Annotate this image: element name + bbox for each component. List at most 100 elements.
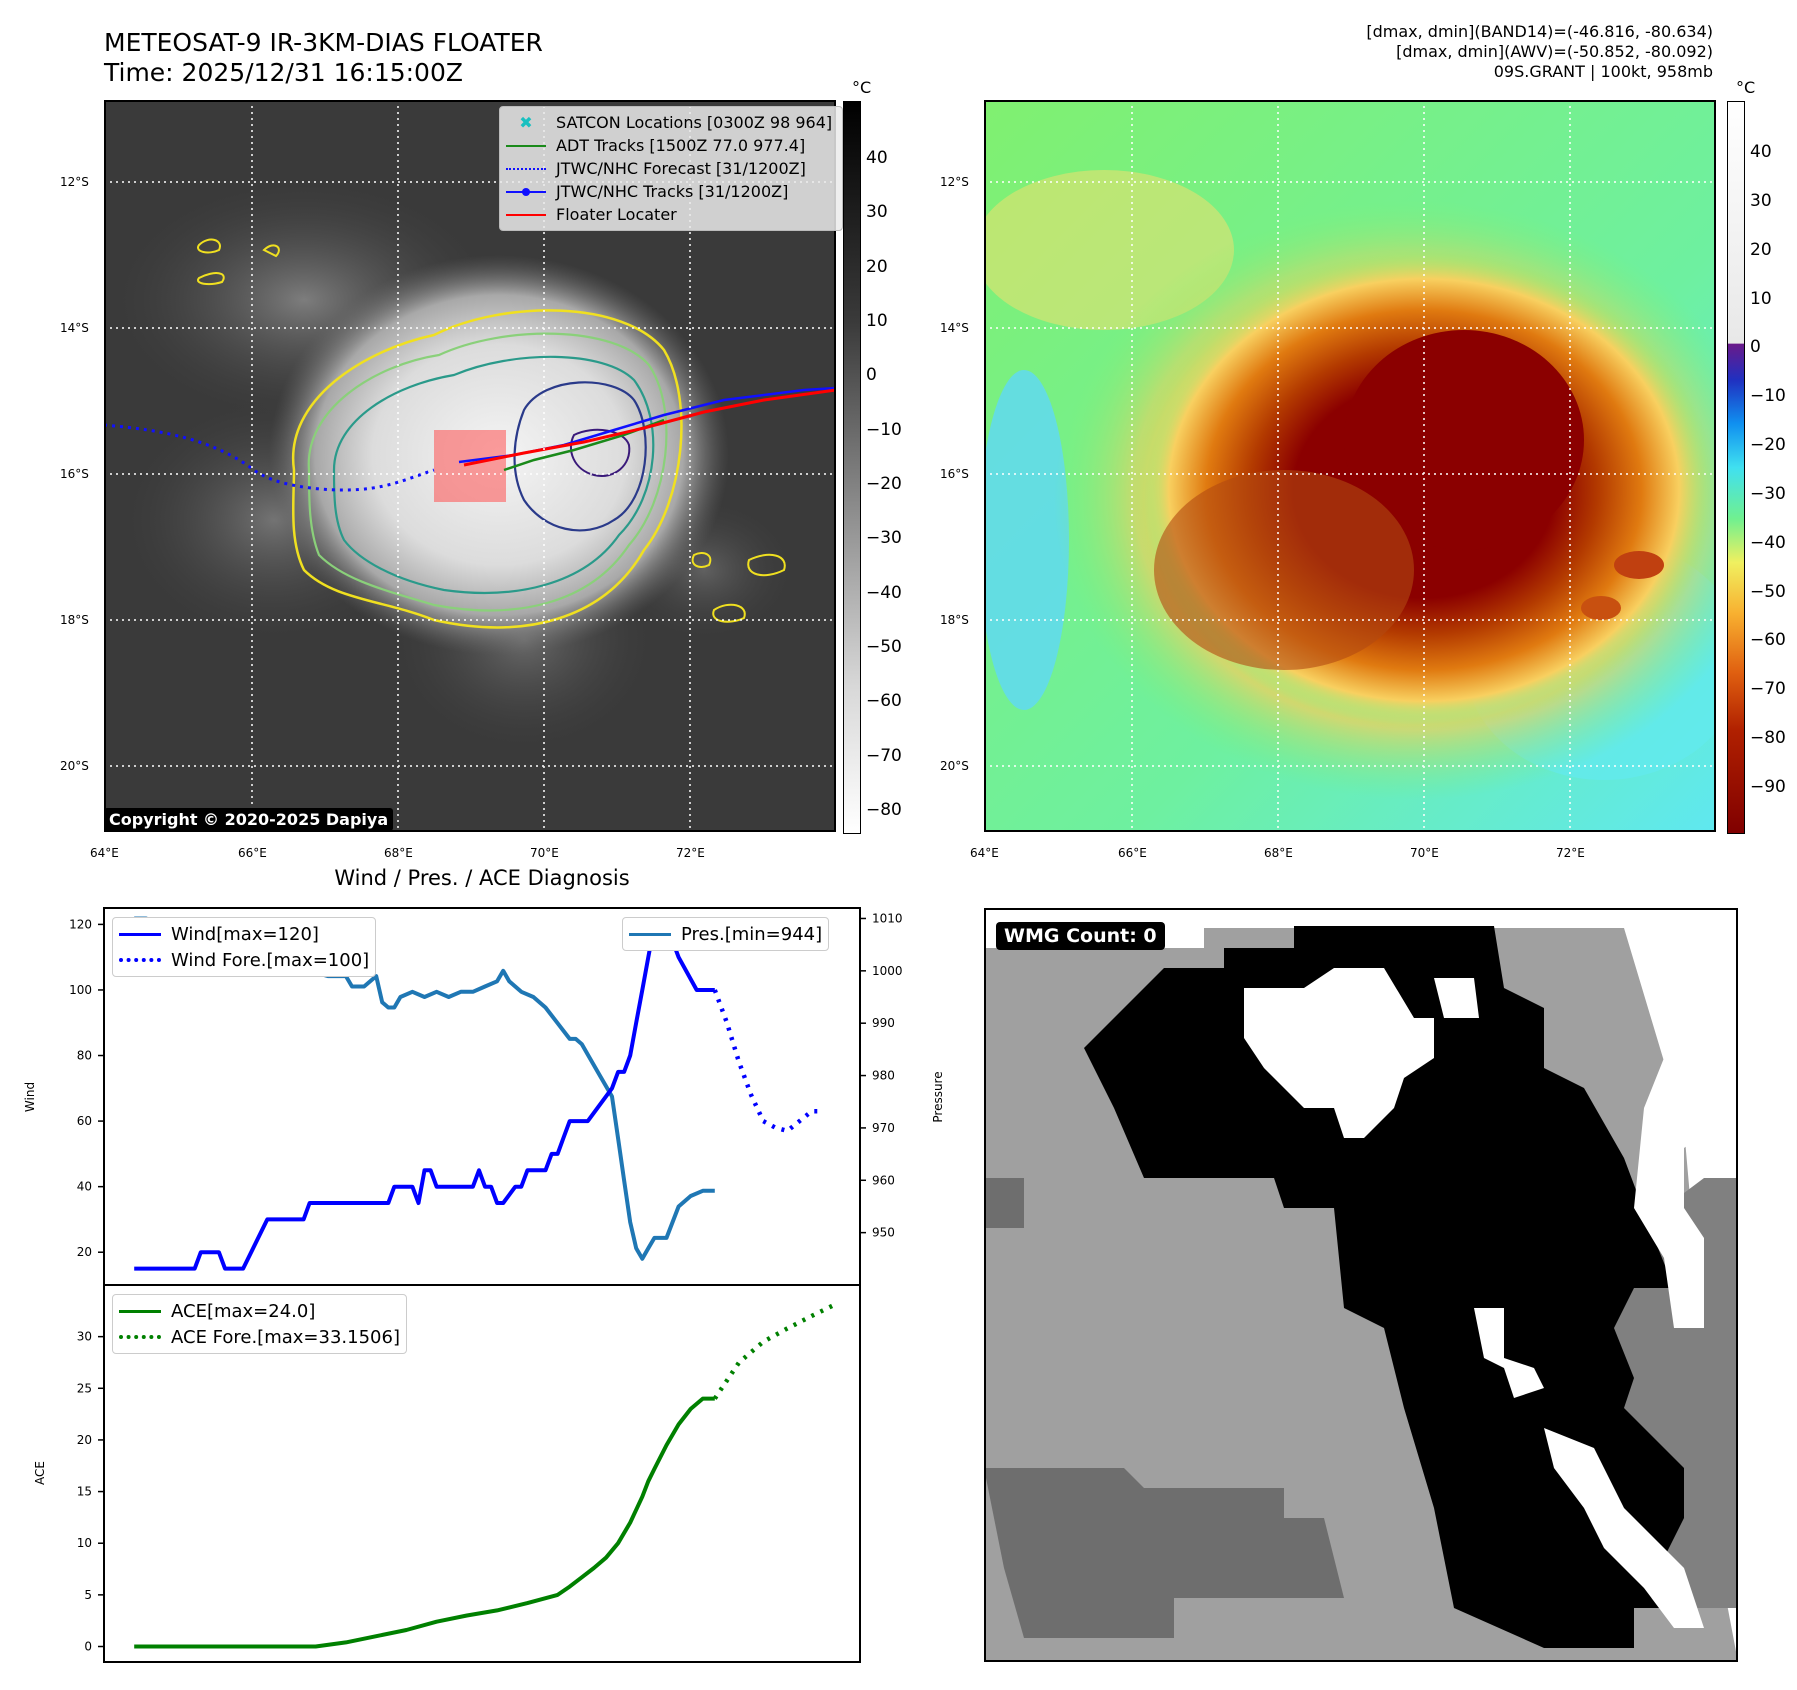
legend-ace: ACE[max=24.0] — [119, 1298, 400, 1324]
ir-image-panel: ✖ SATCON Locations [0300Z 98 964] ADT Tr… — [103, 100, 843, 832]
adt-line-icon — [506, 141, 546, 151]
ace-solid-line-icon — [119, 1309, 161, 1313]
lat-label: 16°S — [60, 467, 89, 481]
color-colorbar-tick: 0 — [1750, 337, 1761, 358]
wmg-image — [984, 908, 1738, 1662]
wind-ytick-label: 60 — [77, 1114, 92, 1128]
color-colorbar-tick: 40 — [1750, 142, 1772, 162]
pressure-ytick-label: 1010 — [872, 911, 903, 925]
lon-label: 64°E — [90, 846, 119, 860]
color-colorbar-tick: 30 — [1750, 190, 1772, 211]
lon-label: 66°E — [1118, 846, 1147, 860]
ir-legend: ✖ SATCON Locations [0300Z 98 964] ADT Tr… — [499, 106, 843, 231]
ir-colorbar — [843, 101, 861, 834]
ace-ylabel: ACE — [33, 1461, 47, 1485]
lon-label: 68°E — [1264, 846, 1293, 860]
pressure-ytick-label: 960 — [872, 1173, 895, 1187]
wind-dotted-line-icon — [119, 958, 161, 962]
ir-colorbar-tick: 20 — [866, 256, 888, 277]
figure-timestamp: Time: 2025/12/31 16:15:00Z — [104, 58, 463, 87]
ir-colorbar-tick: −60 — [866, 691, 902, 712]
color-map-gridlines — [984, 100, 1716, 832]
lon-label: 70°E — [1410, 846, 1439, 860]
ace-ytick-label: 0 — [84, 1640, 92, 1654]
wind-ytick-label: 20 — [77, 1245, 92, 1259]
pressure-ylabel: Pressure — [931, 1071, 945, 1122]
ir-colorbar-tick: −10 — [866, 419, 902, 440]
wind-ytick-label: 100 — [69, 983, 92, 997]
pressure-ytick-label: 1000 — [872, 964, 903, 978]
lat-label: 16°S — [940, 467, 969, 481]
color-colorbar-tick: −30 — [1750, 483, 1786, 504]
ir-colorbar-tick: −80 — [866, 800, 902, 820]
floater-track — [463, 388, 837, 467]
wmg-count-badge: WMG Count: 0 — [996, 922, 1165, 950]
ir-colorbar-tick: −30 — [866, 528, 902, 549]
lon-label: 64°E — [970, 846, 999, 860]
wind-ylabel: Wind — [23, 1082, 37, 1112]
wind-line — [134, 922, 715, 1271]
wind-ytick-label: 120 — [69, 917, 92, 931]
wind-solid-line-icon — [119, 932, 161, 936]
ace-legend: ACE[max=24.0] ACE Fore.[max=33.1506] — [112, 1294, 407, 1354]
ir-colorbar-unit: °C — [852, 78, 872, 97]
wmg-panel — [984, 908, 1738, 1662]
legend-ace-forecast: ACE Fore.[max=33.1506] — [119, 1324, 400, 1350]
lat-label: 20°S — [60, 759, 89, 773]
ir-colorbar-tick: 40 — [866, 148, 888, 168]
ace-dotted-line-icon — [119, 1335, 161, 1339]
lon-label: 66°E — [238, 846, 267, 860]
lat-label: 14°S — [940, 321, 969, 335]
lat-label: 18°S — [60, 613, 89, 627]
ir-colorbar-tick: 10 — [866, 311, 888, 331]
ir-colorbar-tick: 30 — [866, 202, 888, 223]
lat-label: 12°S — [60, 175, 89, 189]
lat-label: 12°S — [940, 175, 969, 189]
color-colorbar-tick: −80 — [1750, 728, 1786, 749]
band14-info: [dmax, dmin](BAND14)=(-46.816, -80.634) — [1366, 22, 1713, 41]
color-colorbar-tick: −50 — [1750, 581, 1786, 602]
ir-colorbar-tick: −70 — [866, 745, 902, 766]
ir-colorbar-tick: −20 — [866, 474, 902, 494]
pressure-ytick-label: 990 — [872, 1016, 895, 1030]
ace-axes — [103, 1284, 861, 1663]
color-colorbar-tick: −40 — [1750, 532, 1786, 553]
wind-forecast-line — [712, 989, 824, 1134]
color-colorbar-tick: −90 — [1750, 777, 1786, 797]
color-colorbar-tick: −20 — [1750, 435, 1786, 456]
forecast-dotted-icon — [506, 164, 546, 174]
legend-item-floater: Floater Locater — [506, 203, 836, 226]
ir-colorbar-tick: −40 — [866, 582, 902, 603]
track-line-dot-icon — [506, 187, 546, 197]
ir-colorbar-tick: 0 — [866, 365, 877, 386]
lon-label: 70°E — [530, 846, 559, 860]
ace-ytick-label: 10 — [77, 1536, 92, 1550]
lon-label: 72°E — [676, 846, 705, 860]
figure-title: METEOSAT-9 IR-3KM-DIAS FLOATER — [104, 28, 543, 57]
lon-label: 68°E — [384, 846, 413, 860]
jtwc-forecast-track — [103, 423, 435, 492]
legend-item-forecast: JTWC/NHC Forecast [31/1200Z] — [506, 157, 836, 180]
color-colorbar — [1727, 101, 1745, 834]
ace-ytick-label: 30 — [77, 1330, 92, 1344]
storm-info: 09S.GRANT | 100kt, 958mb — [1493, 62, 1713, 81]
legend-wind-forecast: Wind Fore.[max=100] — [119, 947, 369, 973]
color-ir-panel — [974, 100, 1774, 832]
legend-item-tracks: JTWC/NHC Tracks [31/1200Z] — [506, 180, 836, 203]
pressure-legend: Pres.[min=944] — [622, 917, 830, 951]
floater-locater-box — [434, 430, 506, 502]
floater-line-icon — [506, 210, 546, 220]
diagnosis-charts: 20 40 60 80 100 120 950 960 970 980 990 1000 1010 0 5… — [23, 907, 945, 1663]
wind-ytick-label: 40 — [77, 1180, 92, 1194]
satcon-x-icon: ✖ — [519, 112, 533, 132]
copyright-badge: Copyright © 2020-2025 Dapiya — [104, 808, 394, 831]
ace-line — [134, 1396, 715, 1649]
lat-label: 18°S — [940, 613, 969, 627]
color-colorbar-tick: 20 — [1750, 239, 1772, 260]
wind-ytick-label: 80 — [77, 1049, 92, 1063]
pressure-ytick-label: 980 — [872, 1069, 895, 1083]
legend-item-adt: ADT Tracks [1500Z 77.0 977.4] — [506, 134, 836, 157]
ace-forecast-line — [712, 1302, 837, 1400]
wind-legend: Wind[max=120] Wind Fore.[max=100] — [112, 917, 377, 977]
ace-ytick-label: 20 — [77, 1433, 92, 1447]
